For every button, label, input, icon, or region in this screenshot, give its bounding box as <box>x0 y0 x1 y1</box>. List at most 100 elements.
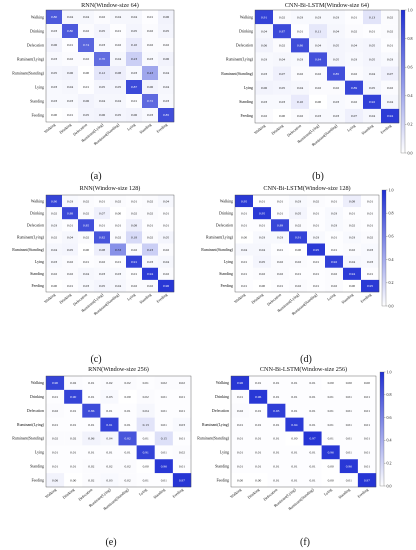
row-label: Ruminant(Lying) <box>17 423 45 427</box>
heatmap-cell <box>345 24 364 39</box>
heatmap-cell <box>255 108 274 124</box>
heatmap-cell <box>345 94 364 110</box>
heatmap-cell <box>289 231 308 244</box>
cell-value: 0.01 <box>179 395 185 399</box>
heatmap-cell <box>118 417 137 432</box>
cell-value: 0.91 <box>131 260 137 264</box>
row-label: Drinking <box>30 29 44 33</box>
row-label: Ruminant(Standing) <box>12 71 44 75</box>
heatmap-cell <box>78 231 95 244</box>
cell-value: 0.01 <box>70 451 76 455</box>
cell-value: 0.01 <box>309 464 315 468</box>
heatmap-cell <box>357 417 377 432</box>
row-label: Feeding <box>31 113 44 117</box>
cell-value: 0.87 <box>279 29 285 33</box>
heatmap-cell <box>78 267 95 281</box>
heatmap-cell <box>142 66 159 81</box>
cell-value: 0.04 <box>67 85 73 89</box>
cell-value: 0.01 <box>237 437 243 441</box>
cell-value: 0.01 <box>295 272 301 276</box>
row-label: Standing <box>239 100 253 104</box>
heatmap-cell <box>126 80 143 95</box>
cell-value: 0.02 <box>52 437 58 441</box>
heatmap-cell <box>307 279 326 293</box>
cell-value: 0.01 <box>115 260 121 264</box>
heatmap-cell <box>100 389 119 404</box>
cell-value: 0.02 <box>99 15 105 19</box>
heatmap-cell <box>285 459 304 474</box>
heatmap-cell <box>154 445 174 460</box>
cell-value: 0.03 <box>51 224 57 228</box>
heatmap-cell <box>345 108 364 124</box>
cell-value: 0.03 <box>297 58 303 62</box>
cell-value: 0.11 <box>315 29 321 33</box>
heatmap-cell <box>231 417 250 432</box>
heatmap-cell <box>309 24 328 39</box>
colorbar-tick-label: 0.8 <box>389 211 394 216</box>
cell-value: 0.06 <box>51 43 57 47</box>
cell-value: 0.01 <box>88 423 94 427</box>
cell-value: 0.01 <box>124 423 130 427</box>
heatmap-cell <box>126 108 143 123</box>
cell-value: 0.03 <box>51 260 57 264</box>
row-label: Standing <box>30 464 44 468</box>
heatmap-cell <box>158 108 175 123</box>
cell-value: 0.04 <box>143 409 149 413</box>
heatmap-frame <box>45 375 192 488</box>
cell-value: 0.06 <box>131 113 137 117</box>
heatmap-cell <box>62 255 79 268</box>
cell-value: 0.00 <box>291 437 297 441</box>
heatmap-cell <box>285 445 304 460</box>
row-label: Feeding <box>216 478 229 482</box>
cell-value: 0.01 <box>70 409 76 413</box>
panel-title: RNN(Window-size 256) <box>88 366 149 373</box>
cell-value: 0.03 <box>106 395 112 399</box>
cell-value: 0.02 <box>131 248 137 252</box>
cell-value: 0.01 <box>364 395 370 399</box>
heatmap-cell <box>249 389 268 404</box>
cell-value: 0.02 <box>277 260 283 264</box>
cell-value: 0.03 <box>261 100 267 104</box>
heatmap-cell <box>267 376 286 391</box>
cell-value: 0.96 <box>161 464 167 468</box>
cell-value: 0.06 <box>52 478 58 482</box>
panel-title: RNN(Window-size 64) <box>81 2 139 9</box>
heatmap-cell <box>142 38 159 53</box>
colorbar-tick-label: 1.0 <box>389 187 394 192</box>
cell-value: 0.88 <box>67 211 73 215</box>
colorbar-tick-label: 0.8 <box>387 392 392 397</box>
heatmap-cell <box>253 207 272 220</box>
panel-title: CNN-Bi-LSTM(Window-size 64) <box>285 2 369 9</box>
cell-value: 0.01 <box>367 224 373 228</box>
cell-value: 0.04 <box>387 100 393 104</box>
cell-value: 0.80 <box>67 29 73 33</box>
cell-value: 0.03 <box>295 199 301 203</box>
heatmap-cell <box>82 403 101 418</box>
heatmap-cell <box>343 255 362 268</box>
cell-value: 0.03 <box>367 248 373 252</box>
cell-value: 0.02 <box>387 15 393 19</box>
heatmap-cell <box>136 376 155 391</box>
cell-value: 0.02 <box>147 43 153 47</box>
heatmap-cell <box>327 24 346 39</box>
cell-value: 0.01 <box>67 113 73 117</box>
cell-value: 0.01 <box>369 29 375 33</box>
cell-value: 0.02 <box>67 57 73 61</box>
cell-value: 0.05 <box>115 113 121 117</box>
row-label: Lying <box>224 260 233 264</box>
row-label: Ruminant(Standing) <box>197 437 229 441</box>
heatmap-cell <box>267 431 286 446</box>
heatmap-cell <box>321 473 340 488</box>
row-label: Lying <box>220 451 229 455</box>
cell-value: 0.00 <box>279 114 285 118</box>
cell-value: 0.03 <box>387 58 393 62</box>
heatmap-cell <box>357 473 377 488</box>
heatmap-cell <box>309 10 328 25</box>
heatmap-cell <box>64 473 83 488</box>
cell-value: 0.01 <box>331 248 337 252</box>
cell-value: 0.01 <box>313 284 319 288</box>
heatmap-cell <box>110 38 127 53</box>
heatmap-cell <box>118 459 137 474</box>
cell-value: 0.02 <box>163 43 169 47</box>
heatmap-cell <box>94 108 111 123</box>
